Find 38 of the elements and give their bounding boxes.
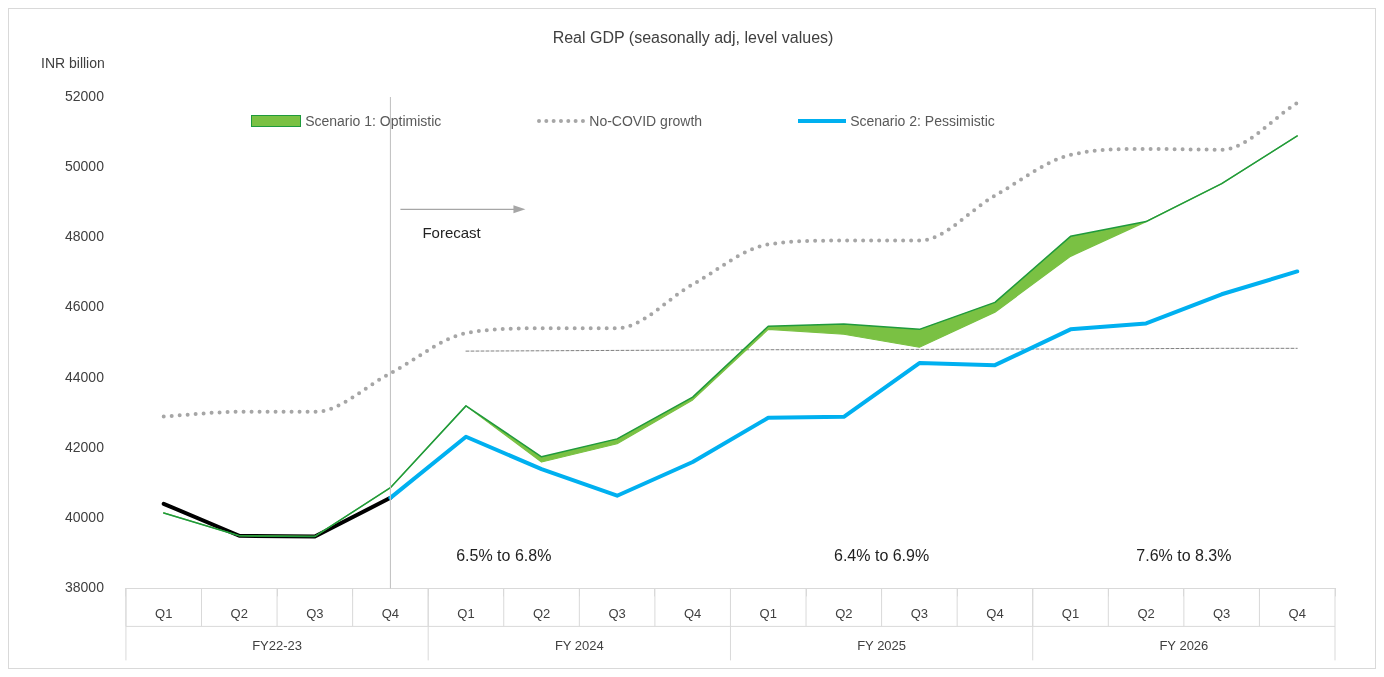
y-tick-label: 38000 [64,579,105,596]
annotation: 7.6% to 8.3% [1136,547,1232,565]
x-tick-label: Q1 [1061,605,1080,621]
x-tick-label: Q2 [230,605,248,621]
y-tick-label: 42000 [64,438,105,455]
y-tick-label: 52000 [64,87,105,104]
y-tick-label: 40000 [64,509,105,526]
x-tick-label: Q2 [1137,605,1155,621]
y-tick-label: 46000 [64,298,105,315]
x-tick-label: Q1 [759,605,777,621]
x-tick-label: Q1 [155,605,173,621]
text: FY 2025 [857,637,907,653]
annotation: Forecast [422,224,482,242]
x-tick-label: Q2 [835,605,853,621]
x-tick-label: Q3 [306,605,324,621]
legend-label: Scenario 2: Pessimistic [850,113,995,129]
text: FY 2026 [1159,637,1209,653]
x-tick-label: Q4 [986,605,1004,621]
x-tick-label: Q3 [608,605,626,621]
y-axis-title: INR billion [41,55,105,71]
x-tick-label: Q2 [532,605,551,621]
legend-label: No-COVID growth [589,113,703,129]
annotation: 6.5% to 6.8% [456,547,552,565]
text: FY 2024 [554,637,604,653]
text: FY22-23 [252,637,302,653]
y-tick-label: 48000 [64,228,105,245]
y-tick-label: 44000 [64,368,105,385]
x-tick-label: Q4 [684,605,702,621]
x-tick-label: Q3 [1212,605,1231,621]
x-tick-label: Q4 [1288,605,1306,621]
line-series [161,100,1300,419]
y-tick-label: 50000 [64,158,105,175]
chart-title: Real GDP (seasonally adj, level values) [551,29,835,47]
x-tick-label: Q4 [381,605,400,621]
legend-label: Scenario 1: Optimistic [305,113,442,129]
x-tick-label: Q1 [457,605,475,621]
x-tick-label: Q3 [910,605,929,621]
annotation: 6.4% to 6.9% [834,547,930,565]
